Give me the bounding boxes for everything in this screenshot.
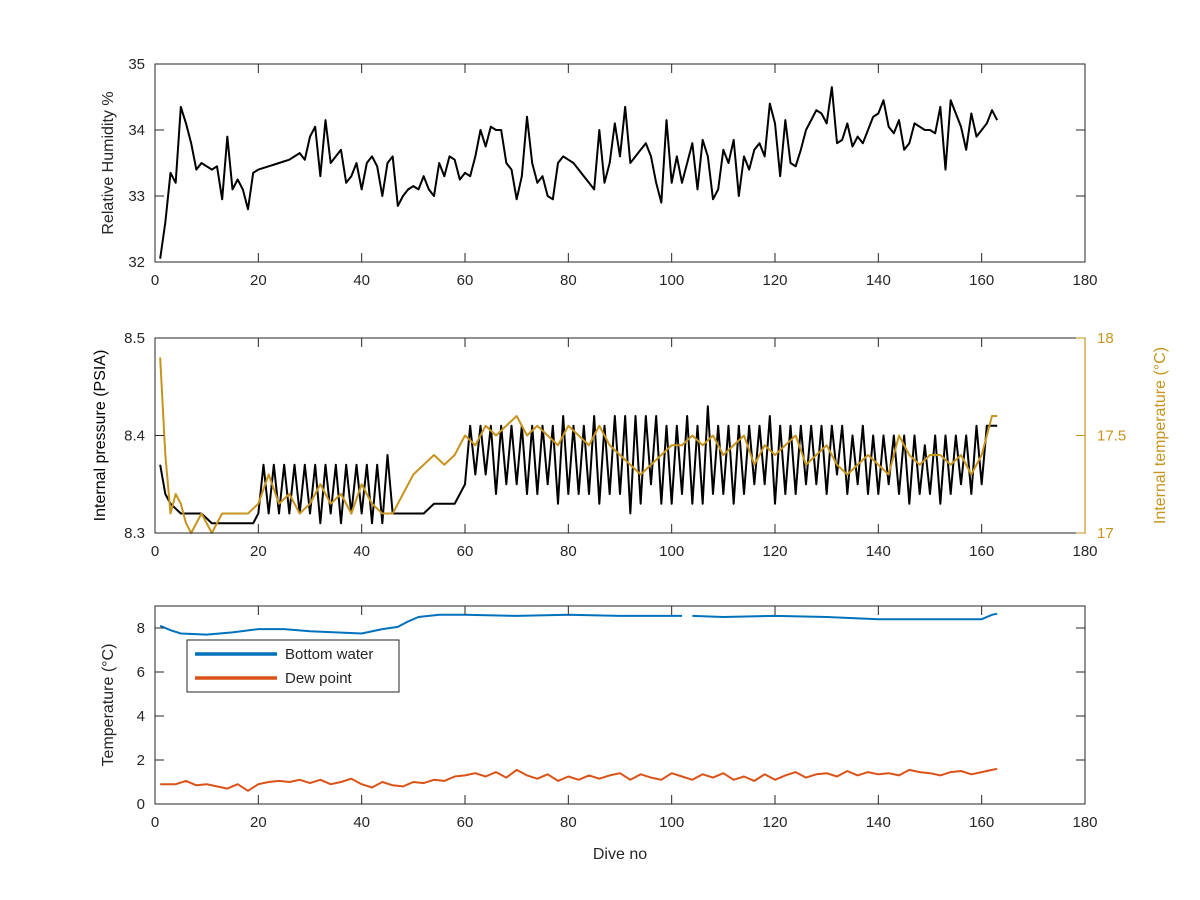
- y-tick-label: 8: [137, 620, 145, 637]
- x-tick-label: 100: [659, 272, 684, 289]
- x-tick-label: 80: [560, 543, 577, 560]
- x-tick-label: 0: [151, 272, 159, 289]
- y-tick-label: 32: [128, 254, 145, 271]
- y-axis-label: Internal pressure (PSIA): [92, 350, 109, 522]
- x-tick-label: 160: [969, 814, 994, 831]
- y-tick-label: 35: [128, 56, 145, 73]
- y-tick-label: 4: [137, 708, 145, 725]
- x-tick-label: 80: [560, 272, 577, 289]
- x-tick-label: 160: [969, 543, 994, 560]
- y-axis-label: Relative Humidity %: [100, 91, 117, 234]
- x-tick-label: 20: [250, 543, 267, 560]
- panel-humidity: 0 20 40 60 80 100 120 140 160 180 32 33 34 35 Relative…: [100, 56, 1098, 289]
- x-tick-label: 0: [151, 543, 159, 560]
- x-tick-label: 140: [866, 272, 891, 289]
- x-tick-label: 60: [457, 543, 474, 560]
- x-tick-label: 80: [560, 814, 577, 831]
- legend-label-bottom-water: Bottom water: [285, 646, 373, 663]
- x-tick-label: 60: [457, 272, 474, 289]
- x-tick-label: 40: [353, 814, 370, 831]
- x-tick-label: 120: [762, 543, 787, 560]
- axes-box: [154, 605, 1086, 805]
- x-tick-label: 0: [151, 814, 159, 831]
- x-tick-label: 40: [353, 272, 370, 289]
- y-tick-label: 8.5: [124, 330, 145, 347]
- legend-box: [186, 639, 400, 693]
- x-tick-label: 140: [866, 543, 891, 560]
- series-line-pressure_temperature-1: [159, 357, 998, 534]
- y-axis-label: Temperature (°C): [100, 644, 117, 767]
- y-axis-label-right: Internal temperature (°C): [1152, 347, 1169, 524]
- x-tick-label: 120: [762, 814, 787, 831]
- axes-box: [154, 63, 1086, 263]
- x-axis-label: Dive no: [593, 846, 647, 863]
- x-tick-label: 100: [659, 814, 684, 831]
- x-tick-label: 20: [250, 272, 267, 289]
- x-tick-label: 120: [762, 272, 787, 289]
- x-tick-label: 20: [250, 814, 267, 831]
- y-tick-label: 8.3: [124, 525, 145, 542]
- y-right-tick-label: 17.5: [1097, 428, 1126, 445]
- x-tick-label: 160: [969, 272, 994, 289]
- y-tick-label: 33: [128, 188, 145, 205]
- x-tick-label: 60: [457, 814, 474, 831]
- y-tick-label: 0: [137, 796, 145, 813]
- series-line-pressure_temperature-0: [159, 405, 998, 525]
- y-tick-label: 8.4: [124, 428, 145, 445]
- panel-temperature: 0 20 40 60 80 100 120 140 160 180 0 2 4 6 8 Temperature…: [100, 605, 1098, 863]
- legend-label-dew-point: Dew point: [285, 670, 353, 687]
- y-right-tick-label: 18: [1097, 330, 1114, 347]
- x-tick-label: 40: [353, 543, 370, 560]
- series-line-humidity-0: [159, 86, 999, 259]
- series-dew-point: [160, 767, 998, 792]
- y-right-tick-label: 17: [1097, 525, 1114, 542]
- legend: Bottom water Dew point: [186, 639, 400, 693]
- x-tick-label: 140: [866, 814, 891, 831]
- series-bottom-water: [159, 612, 998, 636]
- x-tick-label: 100: [659, 543, 684, 560]
- y-tick-label: 2: [137, 752, 145, 769]
- x-tick-label: 180: [1072, 814, 1097, 831]
- panel-pressure_temperature: 0 20 40 60 80 100 120 140 160 180 8.3 8.4 8.5 17 17.5 1…: [92, 330, 1169, 560]
- y-tick-label: 34: [128, 122, 145, 139]
- x-tick-label: 180: [1072, 272, 1097, 289]
- y-tick-label: 6: [137, 664, 145, 681]
- x-tick-label: 180: [1072, 543, 1097, 560]
